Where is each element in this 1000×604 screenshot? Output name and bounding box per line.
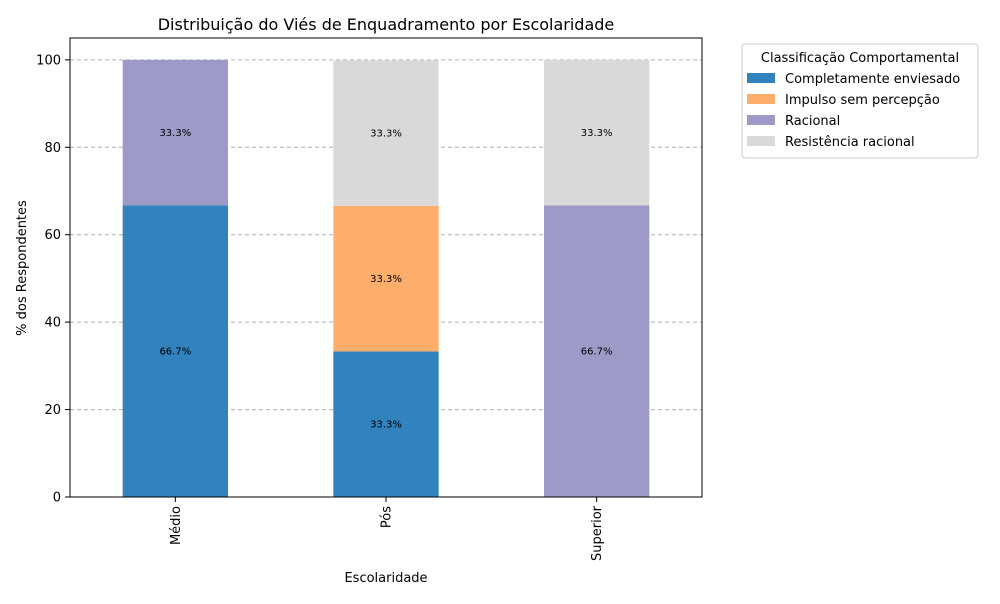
legend-title: Classificação Comportamental <box>761 51 959 66</box>
bars <box>122 59 650 497</box>
legend-swatch <box>747 115 775 125</box>
bar-segment <box>333 205 439 352</box>
data-labels: 66.7% 33.3% 33.3% 33.3% 33.3% 66.7% 33.3% <box>159 128 612 431</box>
data-label: 33.3% <box>159 128 191 139</box>
legend-entry: Completamente enviesado <box>785 72 960 87</box>
y-tick-label: 0 <box>53 491 61 506</box>
legend-swatch <box>747 94 775 104</box>
legend-swatch <box>747 73 775 83</box>
legend: Classificação Comportamental Completament… <box>741 43 979 159</box>
y-axis-label: % dos Respondentes <box>15 200 30 336</box>
x-tick-label: Pós <box>380 506 395 528</box>
y-tick-label: 40 <box>44 316 61 331</box>
bar-segment <box>544 205 650 497</box>
axes: 0 20 40 60 80 100 Médio Pós Superior <box>36 37 703 561</box>
data-label: 66.7% <box>581 347 613 358</box>
plot-frame <box>69 37 703 498</box>
bar-segment <box>333 351 439 497</box>
chart-title: Distribuição do Viés de Enquadramento po… <box>158 15 615 34</box>
bar-segment <box>122 205 228 497</box>
y-tick-label: 60 <box>44 228 61 243</box>
bar-segment <box>122 59 228 206</box>
legend-swatch <box>747 136 775 146</box>
x-tick-label: Superior <box>590 505 605 561</box>
data-label: 66.7% <box>159 347 191 358</box>
legend-entry: Racional <box>785 114 840 129</box>
x-axis-label: Escolaridade <box>344 571 427 586</box>
y-tick-label: 80 <box>44 141 61 156</box>
data-label: 33.3% <box>370 129 402 140</box>
legend-entry: Impulso sem percepção <box>785 93 940 108</box>
legend-entry: Resistência racional <box>785 135 915 150</box>
x-tick-label: Médio <box>169 506 184 545</box>
data-label: 33.3% <box>370 274 402 285</box>
data-label: 33.3% <box>581 128 613 139</box>
bar-segment <box>544 59 650 206</box>
y-tick-label: 20 <box>44 403 61 418</box>
data-label: 33.3% <box>370 420 402 431</box>
y-tick-label: 100 <box>36 53 61 68</box>
bar-segment <box>333 60 439 206</box>
legend-box <box>741 43 979 159</box>
